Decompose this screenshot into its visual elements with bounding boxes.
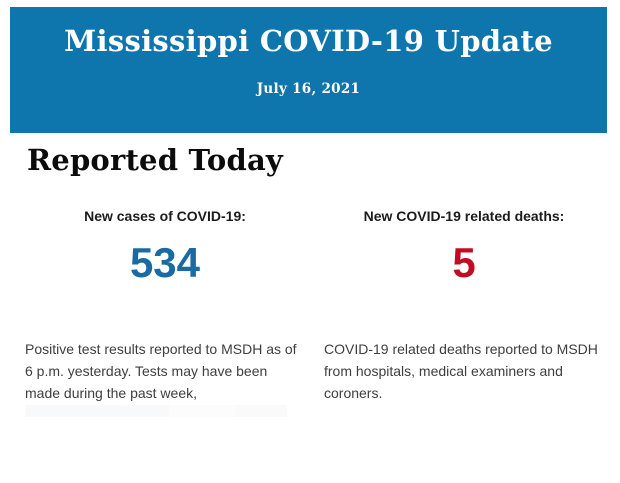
new-deaths-value: 5	[452, 239, 476, 286]
header-banner: Mississippi COVID-19 Update July 16, 202…	[10, 7, 607, 133]
new-cases-value: 534	[129, 239, 201, 286]
new-cases-description: Positive test results reported to MSDH a…	[25, 341, 297, 402]
stat-column-new-deaths: New COVID-19 related deaths: 5 COVID-19 …	[324, 208, 604, 417]
page-title: Mississippi COVID-19 Update	[64, 24, 553, 58]
new-deaths-description: COVID-19 related deaths reported to MSDH…	[324, 341, 598, 402]
section-title: Reported Today	[27, 143, 283, 177]
new-deaths-label: New COVID-19 related deaths:	[363, 208, 565, 224]
header-date: July 16, 2021	[256, 81, 361, 98]
stats-grid: New cases of COVID-19: 534 Positive test…	[25, 208, 604, 418]
stat-column-new-cases: New cases of COVID-19: 534 Positive test…	[25, 208, 305, 418]
faded-text-remnant	[25, 405, 287, 418]
new-cases-label: New cases of COVID-19:	[84, 208, 246, 224]
